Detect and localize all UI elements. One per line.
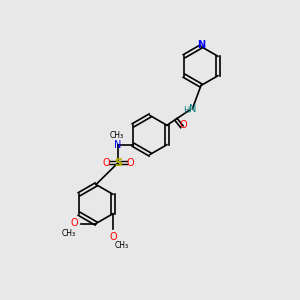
Text: H: H [183, 106, 189, 115]
Text: CH₃: CH₃ [115, 241, 129, 250]
Text: O: O [102, 158, 110, 168]
Text: S: S [114, 158, 122, 168]
Text: CH₃: CH₃ [110, 131, 124, 140]
Text: CH₃: CH₃ [62, 230, 76, 238]
Text: O: O [126, 158, 134, 168]
Text: S: S [114, 158, 122, 168]
Text: N: N [197, 40, 205, 50]
Text: O: O [70, 218, 78, 229]
Text: N: N [114, 140, 122, 150]
Text: N: N [189, 104, 196, 114]
Text: O: O [180, 120, 187, 130]
Text: O: O [109, 232, 117, 242]
